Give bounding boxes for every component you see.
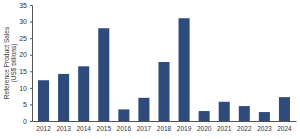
x-tick: 2023 (257, 121, 272, 132)
y-tick-label: 35 (19, 2, 27, 9)
y-axis: 0 5 10 15 20 25 30 35 (19, 2, 32, 125)
y-axis-title-line: (US$ billions) (10, 44, 18, 83)
x-tick-label: 2015 (97, 125, 112, 132)
y-tick-label: 15 (19, 68, 27, 75)
x-tick-label: 2019 (177, 125, 192, 132)
bar (179, 18, 190, 121)
x-tick: 2020 (197, 121, 212, 132)
y-tick-label: 25 (19, 35, 27, 42)
y-tick-label: 0 (23, 118, 27, 125)
y-tick-label: 20 (19, 51, 27, 58)
bar (158, 62, 169, 121)
y-tick: 30 (19, 18, 32, 25)
x-tick: 2024 (277, 121, 292, 132)
x-tick: 2019 (177, 121, 192, 132)
x-tick-label: 2018 (157, 125, 172, 132)
y-tick-mark (30, 5, 32, 6)
x-tick: 2014 (76, 121, 91, 132)
x-tick: 2018 (157, 121, 172, 132)
x-tick-label: 2024 (277, 125, 292, 132)
bar (219, 102, 230, 121)
y-tick: 15 (19, 68, 32, 75)
x-tick-label: 2023 (257, 125, 272, 132)
bar (199, 111, 210, 121)
y-tick-mark (30, 71, 32, 72)
y-tick-mark (30, 38, 32, 39)
x-tick: 2016 (117, 121, 132, 132)
chart: 0510152025303520122013201420152016201720… (0, 0, 300, 139)
x-axis-line (33, 121, 297, 122)
y-axis-title: Reference Product Sales(US$ billions) (3, 26, 18, 99)
bar (239, 106, 250, 121)
y-tick: 25 (19, 35, 32, 42)
x-tick: 2012 (36, 121, 51, 132)
y-tick-label: 10 (19, 85, 27, 92)
x-tick: 2021 (217, 121, 232, 132)
bar (138, 98, 149, 121)
x-tick-label: 2020 (197, 125, 212, 132)
bar (78, 66, 89, 121)
x-axis: 2012 2013 2014 2015 2016 2017 2018 2019 2020 2021… (33, 121, 297, 132)
bar (279, 97, 290, 121)
x-tick-label: 2017 (137, 125, 152, 132)
y-tick-label: 30 (19, 18, 27, 25)
plot: 0510152025303520122013201420152016201720… (19, 2, 296, 132)
x-tick: 2022 (237, 121, 252, 132)
y-tick-mark (30, 22, 32, 23)
bar (58, 74, 69, 121)
x-tick-label: 2021 (217, 125, 232, 132)
x-tick-label: 2012 (36, 125, 51, 132)
y-axis-title-line: Reference Product Sales (3, 26, 10, 99)
y-tick: 0 (23, 118, 32, 125)
bar (118, 109, 129, 121)
y-tick: 35 (19, 2, 32, 9)
y-tick: 5 (23, 101, 32, 108)
y-tick: 20 (19, 51, 32, 58)
y-tick: 10 (19, 85, 32, 92)
x-tick: 2015 (97, 121, 112, 132)
x-tick: 2013 (56, 121, 71, 132)
bars (38, 18, 290, 121)
bar (38, 80, 49, 121)
y-tick-mark (30, 88, 32, 89)
x-tick-label: 2013 (56, 125, 71, 132)
bar (98, 28, 109, 121)
x-tick-label: 2014 (76, 125, 91, 132)
y-tick-mark (30, 55, 32, 56)
x-tick-label: 2022 (237, 125, 252, 132)
x-tick: 2017 (137, 121, 152, 132)
y-tick-mark (30, 121, 32, 122)
y-tick-label: 5 (23, 101, 27, 108)
y-axis-line (30, 6, 33, 122)
bar (259, 112, 270, 121)
y-tick-mark (30, 104, 32, 105)
x-tick-label: 2016 (117, 125, 132, 132)
